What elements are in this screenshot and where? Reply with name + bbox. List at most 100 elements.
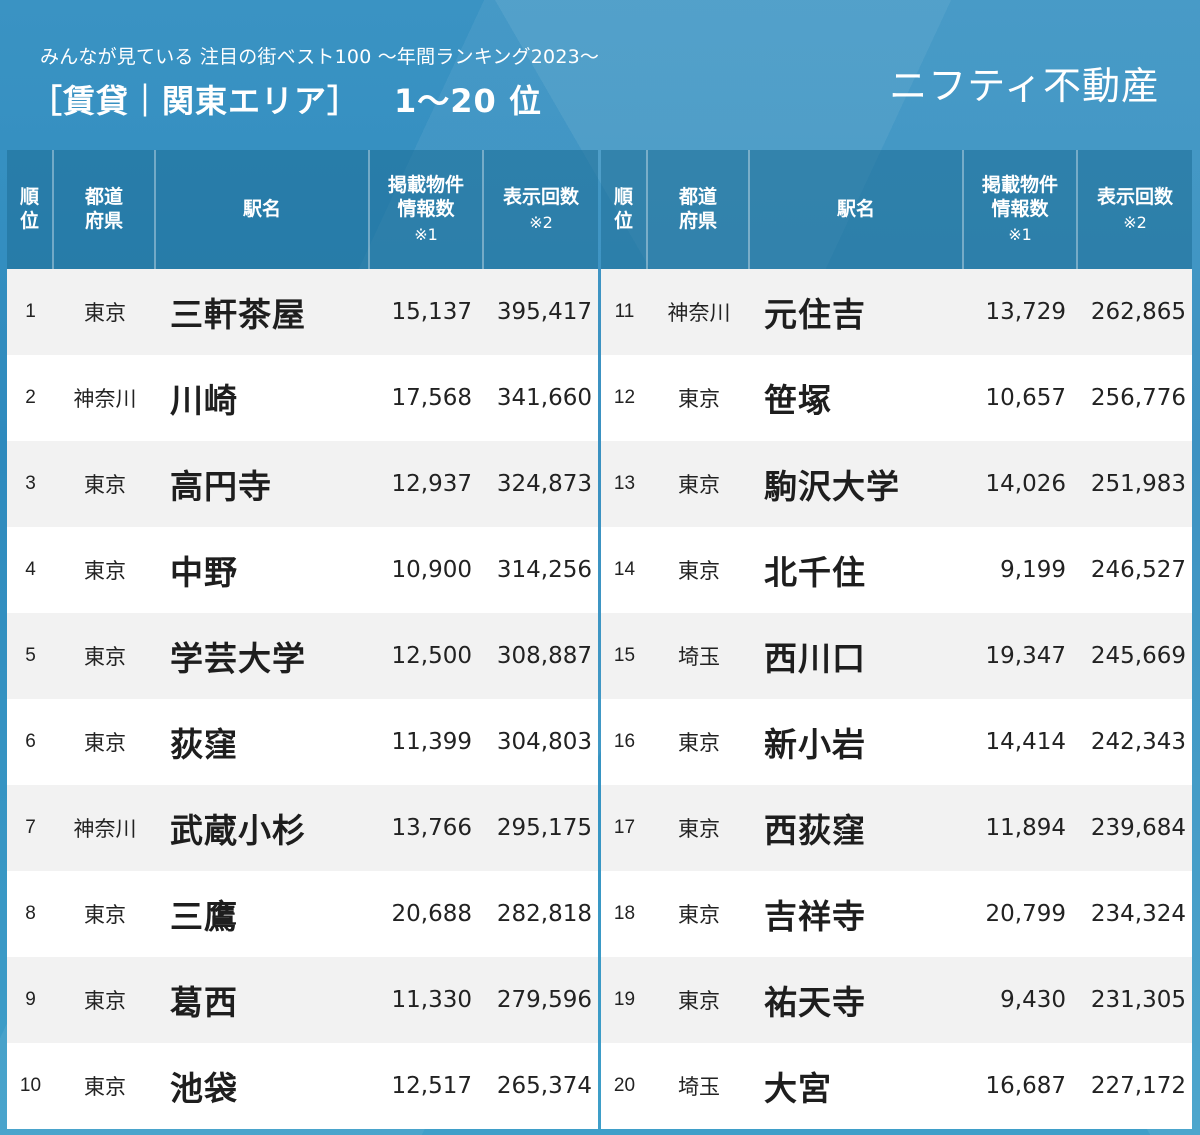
page-title: ［賃貸｜関東エリア］ 1〜20 位 [30,76,542,122]
rank-cell: 10 [19,1075,42,1096]
listings-count-cell: 17,568 [391,385,472,411]
station-name-cell: 高円寺 [170,467,272,506]
prefecture-cell: 東京 [678,559,720,583]
rank-cell: 2 [25,387,36,408]
view-count-cell: 262,865 [1090,299,1186,325]
view-count-cell: 295,175 [496,815,592,841]
station-name-cell: 北千住 [764,553,866,592]
table-row: 6 東京 荻窪 11,399 304,803 [7,699,598,785]
view-count-cell: 234,324 [1090,901,1186,927]
col-station-header: 駅名 [750,150,964,269]
col-rank-header: 順 位 [7,150,54,269]
view-count-cell: 231,305 [1090,987,1186,1013]
station-name-cell: 葛西 [170,983,238,1022]
view-count-cell: 282,818 [496,901,592,927]
listings-count-cell: 9,430 [1000,987,1066,1013]
table-row: 18 東京 吉祥寺 20,799 234,324 [601,871,1192,957]
view-count-cell: 251,983 [1090,471,1186,497]
table-row: 16 東京 新小岩 14,414 242,343 [601,699,1192,785]
col-station-header: 駅名 [156,150,370,269]
listings-count-cell: 13,729 [985,299,1066,325]
table-row: 11 神奈川 元住吉 13,729 262,865 [601,269,1192,355]
table-body: 1 東京 三軒茶屋 15,137 395,417 2 神奈川 川崎 17,568 341,660 3… [7,269,598,1129]
table-row: 7 神奈川 武蔵小杉 13,766 295,175 [7,785,598,871]
col-rank-header: 順 位 [601,150,648,269]
col-listings-header: 掲載物件 情報数 ※1 [964,150,1078,269]
prefecture-cell: 東京 [84,731,126,755]
ranking-table-left: 順 位 都道 府県 駅名 掲載物件 情報数 ※1 表示回数 ※2 1 東京 三軒茶屋… [7,150,598,1129]
table-row: 15 埼玉 西川口 19,347 245,669 [601,613,1192,699]
col-views-header: 表示回数 ※2 [502,186,579,232]
prefecture-cell: 埼玉 [678,1075,720,1099]
title-category: ［賃貸｜関東エリア］ [30,82,361,120]
view-count-cell: 242,343 [1090,729,1186,755]
ranking-table-right: 順 位 都道 府県 駅名 掲載物件 情報数 ※1 表示回数 ※2 11 神奈川 元住… [601,150,1192,1129]
prefecture-cell: 東京 [84,473,126,497]
brand-logo: ニフティ不動産 [889,64,1160,108]
station-name-cell: 吉祥寺 [764,897,866,936]
col-pref-header: 都道 府県 [648,150,750,269]
rank-cell: 3 [25,473,36,494]
prefecture-cell: 東京 [84,903,126,927]
rank-cell: 17 [613,817,636,838]
listings-count-cell: 19,347 [985,643,1066,669]
listings-count-cell: 14,026 [985,471,1066,497]
rank-cell: 15 [613,645,636,666]
table-row: 20 埼玉 大宮 16,687 227,172 [601,1043,1192,1129]
rank-cell: 18 [613,903,636,924]
station-name-cell: 武蔵小杉 [170,811,306,850]
rank-cell: 1 [25,301,36,322]
view-count-cell: 265,374 [496,1073,592,1099]
view-count-cell: 246,527 [1090,557,1186,583]
view-count-cell: 245,669 [1090,643,1186,669]
rank-cell: 4 [25,559,36,580]
listings-count-cell: 11,330 [391,987,472,1013]
rank-cell: 5 [25,645,36,666]
view-count-cell: 341,660 [496,385,592,411]
rank-cell: 6 [25,731,36,752]
station-name-cell: 学芸大学 [170,639,306,678]
listings-count-cell: 20,688 [391,901,472,927]
listings-count-cell: 14,414 [985,729,1066,755]
table-row: 17 東京 西荻窪 11,894 239,684 [601,785,1192,871]
station-name-cell: 大宮 [764,1069,832,1108]
view-count-cell: 308,887 [496,643,592,669]
station-name-cell: 西川口 [764,639,866,678]
col-pref-header: 都道 府県 [54,150,156,269]
rank-cell: 20 [613,1075,636,1096]
rank-cell: 14 [613,559,636,580]
station-name-cell: 駒沢大学 [764,467,900,506]
listings-count-cell: 11,399 [391,729,472,755]
table-row: 1 東京 三軒茶屋 15,137 395,417 [7,269,598,355]
rank-cell: 7 [25,817,36,838]
listings-count-cell: 9,199 [1000,557,1066,583]
listings-count-cell: 12,937 [391,471,472,497]
station-name-cell: 池袋 [170,1069,238,1108]
rank-cell: 12 [613,387,636,408]
station-name-cell: 三軒茶屋 [170,295,306,334]
table-row: 5 東京 学芸大学 12,500 308,887 [7,613,598,699]
prefecture-cell: 東京 [678,817,720,841]
listings-count-cell: 16,687 [985,1073,1066,1099]
prefecture-cell: 東京 [678,989,720,1013]
station-name-cell: 元住吉 [764,295,866,334]
station-name-cell: 三鷹 [170,897,238,936]
view-count-cell: 239,684 [1090,815,1186,841]
view-count-cell: 324,873 [496,471,592,497]
col-listings-header: 掲載物件 情報数 ※1 [370,150,484,269]
prefecture-cell: 東京 [84,989,126,1013]
rank-cell: 13 [613,473,636,494]
prefecture-cell: 埼玉 [678,645,720,669]
station-name-cell: 新小岩 [764,725,866,764]
table-row: 4 東京 中野 10,900 314,256 [7,527,598,613]
view-count-cell: 314,256 [496,557,592,583]
station-name-cell: 中野 [170,553,238,592]
header: みんなが見ている 注目の街ベスト100 〜年間ランキング2023〜 ［賃貸｜関東… [0,0,1200,150]
table-header: 順 位 都道 府県 駅名 掲載物件 情報数 ※1 表示回数 ※2 [601,150,1192,269]
station-name-cell: 笹塚 [764,381,832,420]
station-name-cell: 荻窪 [170,725,238,764]
station-name-cell: 西荻窪 [764,811,866,850]
listings-count-cell: 12,517 [391,1073,472,1099]
table-row: 14 東京 北千住 9,199 246,527 [601,527,1192,613]
rank-cell: 16 [613,731,636,752]
